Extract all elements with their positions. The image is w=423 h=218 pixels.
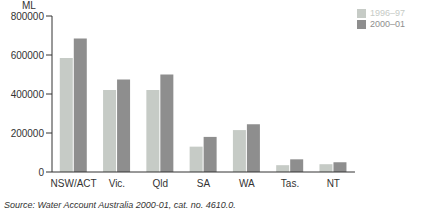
html-text:2000–01: 2000–01: [370, 19, 405, 29]
html-text:1996–97: 1996–97: [370, 8, 405, 18]
svg-text:Vic.: Vic.: [109, 178, 126, 189]
svg-text:800000: 800000: [11, 11, 45, 22]
svg-text:Qld: Qld: [152, 178, 168, 189]
svg-text:SA: SA: [197, 178, 211, 189]
svg-text:WA: WA: [239, 178, 255, 189]
html-text:ML: ML: [22, 0, 36, 11]
svg-text:Tas.: Tas.: [281, 178, 299, 189]
svg-text:600000: 600000: [11, 50, 45, 61]
html-text:Source: Water Account Australi: Source: Water Account Australia 2000-01,…: [4, 200, 236, 210]
svg-text:0: 0: [38, 167, 44, 178]
svg-text:NT: NT: [327, 178, 340, 189]
svg-text:NSW/ACT: NSW/ACT: [51, 178, 97, 189]
svg-text:400000: 400000: [11, 89, 45, 100]
svg-text:200000: 200000: [11, 128, 45, 139]
